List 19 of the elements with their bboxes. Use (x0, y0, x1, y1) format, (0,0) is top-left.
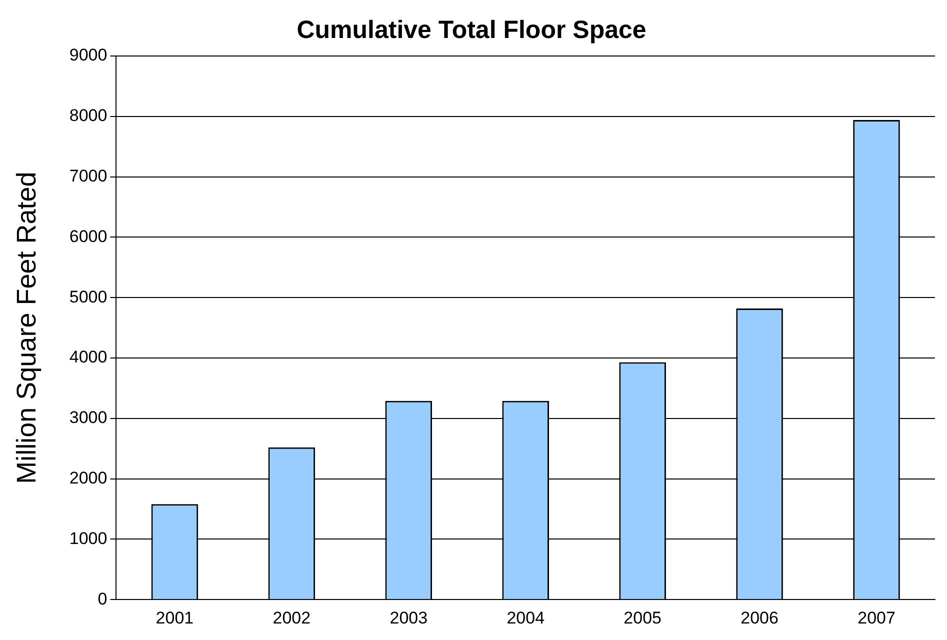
x-tick-label: 2004 (506, 608, 545, 628)
y-tick-label: 2000 (69, 468, 108, 488)
y-tick-label: 5000 (69, 287, 108, 306)
chart-title: Cumulative Total Floor Space (296, 16, 646, 44)
y-tick-label: 3000 (69, 408, 108, 428)
x-tick-label: 2002 (272, 608, 311, 628)
y-tick-label: 0 (98, 589, 108, 608)
x-tick-label: 2006 (740, 608, 778, 628)
x-tick-label: 2005 (624, 608, 662, 628)
y-axis-title: Million Square Feet Rated (12, 172, 42, 484)
y-tick-label: 1000 (69, 528, 108, 548)
x-tick-label: 2003 (390, 608, 428, 628)
x-tick-label: 2007 (858, 608, 896, 628)
y-tick-label: 6000 (69, 226, 108, 246)
y-tick-label: 7000 (69, 166, 108, 186)
y-tick-label: 9000 (69, 46, 108, 65)
x-tick-label: 2001 (156, 608, 194, 628)
y-tick-label: 4000 (69, 348, 108, 367)
y-tick-label: 8000 (69, 106, 108, 126)
